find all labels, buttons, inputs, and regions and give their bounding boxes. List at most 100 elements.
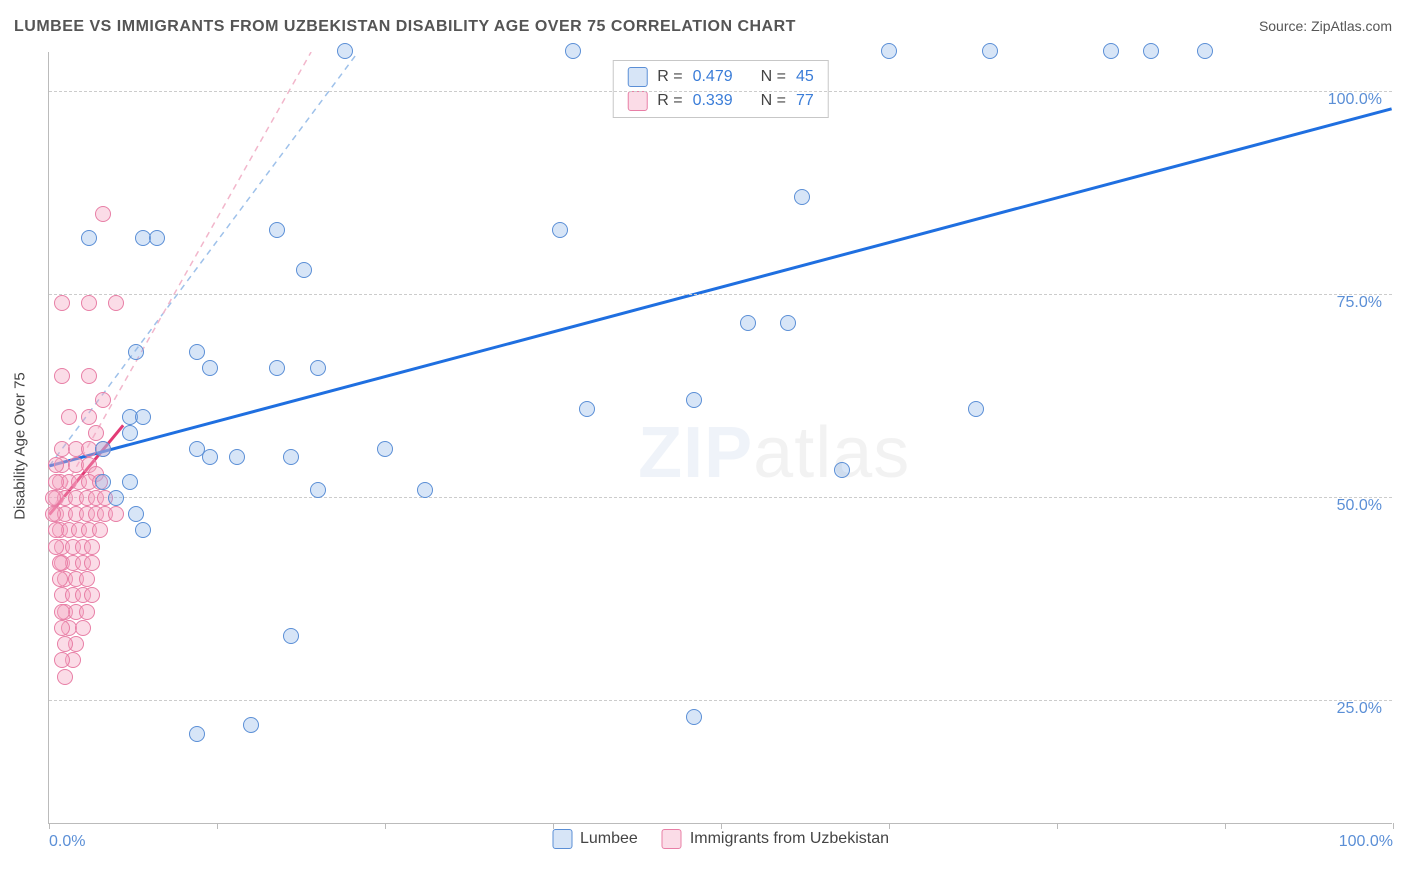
uzbek-legend-label: Immigrants from Uzbekistan bbox=[690, 830, 889, 848]
lumbee-point bbox=[310, 482, 326, 498]
lumbee-legend-label: Lumbee bbox=[580, 830, 638, 848]
uzbek-point bbox=[79, 571, 95, 587]
uzbek-point bbox=[48, 457, 64, 473]
plot-area: ZIPatlas R = 0.479 N = 45 R = 0.339 N = … bbox=[48, 52, 1392, 824]
r-label: R = bbox=[657, 68, 682, 86]
lumbee-point bbox=[283, 449, 299, 465]
n-label: N = bbox=[761, 68, 786, 86]
lumbee-point bbox=[579, 401, 595, 417]
lumbee-point bbox=[229, 449, 245, 465]
lumbee-point bbox=[122, 425, 138, 441]
bottom-legend: Lumbee Immigrants from Uzbekistan bbox=[552, 829, 889, 849]
uzbek-point bbox=[84, 539, 100, 555]
uzbek-point bbox=[95, 206, 111, 222]
y-tick-label: 100.0% bbox=[1328, 91, 1382, 109]
lumbee-point bbox=[296, 262, 312, 278]
uzbek-swatch bbox=[662, 829, 682, 849]
uzbek-point bbox=[95, 392, 111, 408]
x-tick-label: 100.0% bbox=[1339, 833, 1393, 851]
source-attribution: Source: ZipAtlas.com bbox=[1259, 18, 1392, 34]
lumbee-point bbox=[1197, 43, 1213, 59]
watermark: ZIPatlas bbox=[638, 412, 910, 494]
y-tick-label: 25.0% bbox=[1337, 700, 1382, 718]
x-tick bbox=[1225, 823, 1226, 829]
stats-legend: R = 0.479 N = 45 R = 0.339 N = 77 bbox=[612, 60, 829, 118]
lumbee-point bbox=[565, 43, 581, 59]
lumbee-point bbox=[1143, 43, 1159, 59]
uzbek-point bbox=[108, 506, 124, 522]
uzbek-point bbox=[108, 295, 124, 311]
lumbee-point bbox=[128, 344, 144, 360]
uzbek-point bbox=[79, 604, 95, 620]
y-tick-label: 50.0% bbox=[1337, 497, 1382, 515]
uzbek-point bbox=[54, 604, 70, 620]
lumbee-point bbox=[794, 189, 810, 205]
gridline bbox=[49, 497, 1392, 498]
lumbee-point bbox=[81, 230, 97, 246]
lumbee-point bbox=[310, 360, 326, 376]
n-label: N = bbox=[761, 92, 786, 110]
legend-item-lumbee: Lumbee bbox=[552, 829, 638, 849]
stats-row-uzbek: R = 0.339 N = 77 bbox=[613, 89, 828, 113]
source-label: Source: bbox=[1259, 18, 1307, 34]
x-tick bbox=[385, 823, 386, 829]
x-tick bbox=[1393, 823, 1394, 829]
uzbek-point bbox=[48, 474, 64, 490]
lumbee-point bbox=[202, 449, 218, 465]
lumbee-r-value: 0.479 bbox=[693, 68, 733, 86]
x-tick bbox=[217, 823, 218, 829]
x-tick bbox=[49, 823, 50, 829]
uzbek-point bbox=[54, 368, 70, 384]
lumbee-point bbox=[686, 392, 702, 408]
uzbek-point bbox=[45, 506, 61, 522]
r-label: R = bbox=[657, 92, 682, 110]
lumbee-swatch bbox=[552, 829, 572, 849]
lumbee-point bbox=[122, 474, 138, 490]
uzbek-point bbox=[92, 522, 108, 538]
uzbek-point bbox=[61, 409, 77, 425]
lumbee-point bbox=[128, 506, 144, 522]
lumbee-n-value: 45 bbox=[796, 68, 814, 86]
lumbee-point bbox=[834, 462, 850, 478]
lumbee-point bbox=[269, 360, 285, 376]
uzbek-swatch bbox=[627, 91, 647, 111]
trend-lines-layer bbox=[49, 52, 1392, 823]
lumbee-point bbox=[283, 628, 299, 644]
y-axis-title: Disability Age Over 75 bbox=[12, 372, 29, 520]
y-tick-label: 75.0% bbox=[1337, 294, 1382, 312]
uzbek-point bbox=[84, 555, 100, 571]
uzbek-point bbox=[52, 555, 68, 571]
lumbee-point bbox=[780, 315, 796, 331]
x-tick bbox=[889, 823, 890, 829]
lumbee-point bbox=[337, 43, 353, 59]
uzbek-point bbox=[88, 425, 104, 441]
gridline bbox=[49, 294, 1392, 295]
uzbek-point bbox=[48, 522, 64, 538]
source-link[interactable]: ZipAtlas.com bbox=[1311, 18, 1392, 34]
lumbee-point bbox=[968, 401, 984, 417]
lumbee-point bbox=[881, 43, 897, 59]
uzbek-point bbox=[81, 409, 97, 425]
lumbee-trend-line bbox=[49, 109, 1391, 466]
uzbek-point bbox=[45, 490, 61, 506]
lumbee-point bbox=[149, 230, 165, 246]
x-tick bbox=[721, 823, 722, 829]
lumbee-point bbox=[189, 726, 205, 742]
lumbee-point bbox=[377, 441, 393, 457]
uzbek-point bbox=[75, 620, 91, 636]
x-tick bbox=[1057, 823, 1058, 829]
x-tick-label: 0.0% bbox=[49, 833, 85, 851]
lumbee-point bbox=[95, 474, 111, 490]
lumbee-point bbox=[686, 709, 702, 725]
lumbee-point bbox=[95, 441, 111, 457]
uzbek-point bbox=[54, 620, 70, 636]
uzbek-point bbox=[81, 295, 97, 311]
uzbek-point bbox=[48, 539, 64, 555]
lumbee-point bbox=[552, 222, 568, 238]
lumbee-point bbox=[243, 717, 259, 733]
uzbek-point bbox=[84, 587, 100, 603]
watermark-atlas: atlas bbox=[753, 413, 910, 493]
stats-row-lumbee: R = 0.479 N = 45 bbox=[613, 65, 828, 89]
lumbee-point bbox=[417, 482, 433, 498]
gridline bbox=[49, 91, 1392, 92]
